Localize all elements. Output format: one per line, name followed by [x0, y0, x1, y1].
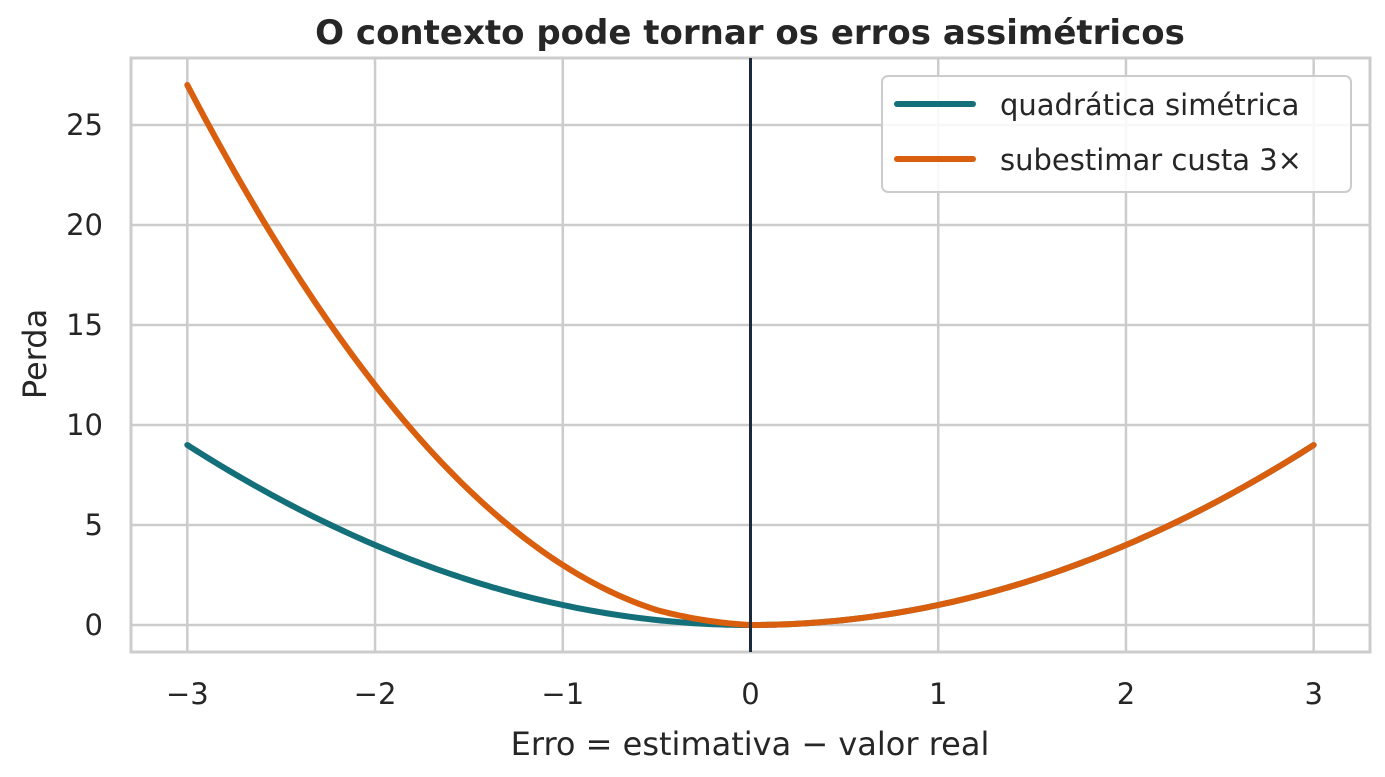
x-tick-label: 1	[929, 677, 947, 711]
y-tick-label: 20	[66, 208, 103, 242]
y-tick-label: 25	[66, 108, 103, 142]
x-tick-label: 0	[741, 677, 759, 711]
chart-title: O contexto pode tornar os erros assimétr…	[315, 13, 1185, 53]
x-tick-label: 3	[1304, 677, 1322, 711]
y-tick-labels: 0 5 10 15 20 25	[66, 108, 103, 642]
legend: quadrática simétrica subestimar custa 3×	[881, 75, 1352, 193]
x-axis-label: Erro = estimativa − valor real	[511, 725, 990, 763]
y-tick-label: 0	[85, 608, 103, 642]
y-tick-label: 10	[66, 408, 103, 442]
y-axis-label: Perda	[16, 309, 54, 399]
legend-label-quadratica: quadrática simétrica	[1000, 88, 1299, 122]
x-tick-label: −2	[354, 677, 397, 711]
y-tick-label: 5	[85, 508, 103, 542]
x-tick-labels: −3 −2 −1 0 1 2 3	[166, 677, 1323, 711]
legend-box	[881, 75, 1352, 193]
legend-label-subestimar: subestimar custa 3×	[1000, 143, 1302, 177]
x-tick-label: −1	[541, 677, 584, 711]
x-tick-label: −3	[166, 677, 209, 711]
y-tick-label: 15	[66, 308, 103, 342]
x-tick-label: 2	[1117, 677, 1135, 711]
